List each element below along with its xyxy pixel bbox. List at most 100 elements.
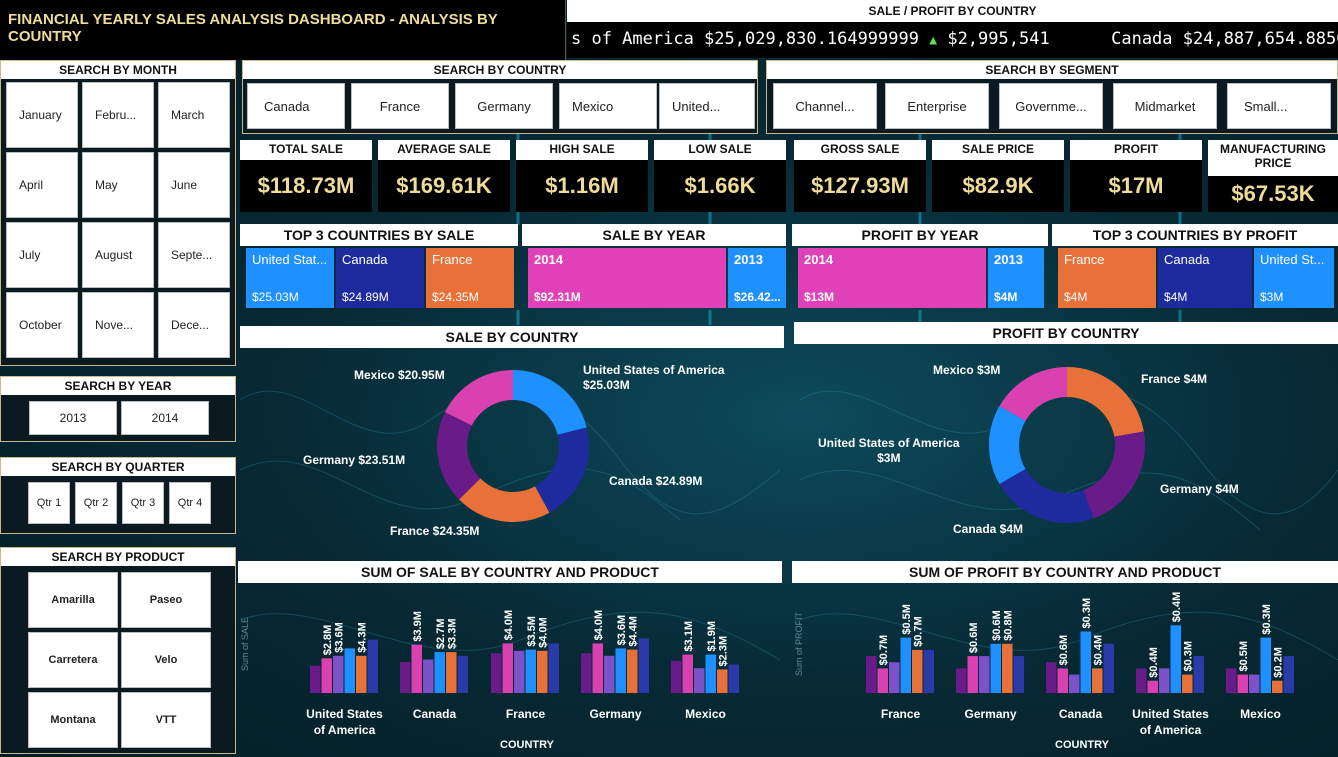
bar[interactable] (900, 637, 912, 693)
bar[interactable] (923, 649, 935, 693)
year-2014[interactable]: 2014 (121, 401, 209, 435)
month-april[interactable]: April (6, 152, 78, 218)
bar[interactable] (514, 650, 525, 693)
bar[interactable] (1013, 656, 1025, 693)
bar[interactable] (705, 654, 717, 693)
sale-year-tile-2013[interactable]: 2013 $26.42... (728, 248, 786, 308)
donut-slice-united-states-of-america[interactable] (513, 370, 587, 435)
bar[interactable] (912, 649, 923, 693)
bar[interactable] (1103, 643, 1115, 693)
donut-slice-france[interactable] (459, 478, 550, 522)
bar[interactable] (548, 643, 560, 693)
bar[interactable] (638, 638, 650, 693)
sale-year-tile-2014[interactable]: 2014 $92.31M (528, 248, 726, 308)
donut-slice-germany[interactable] (1083, 431, 1145, 519)
segment-enterprise[interactable]: Enterprise (885, 83, 989, 129)
bar[interactable] (627, 649, 638, 693)
donut-slice-canada[interactable] (535, 427, 589, 513)
bar[interactable] (1046, 662, 1057, 693)
bar[interactable] (400, 662, 411, 693)
segment-small[interactable]: Small... (1227, 83, 1331, 129)
product-paseo[interactable]: Paseo (121, 572, 211, 628)
country-germany[interactable]: Germany (455, 83, 553, 129)
bar[interactable] (717, 669, 728, 693)
country-mexico[interactable]: Mexico (559, 83, 657, 129)
month-march[interactable]: March (158, 82, 230, 148)
quarter-2[interactable]: Qtr 2 (75, 482, 117, 524)
month-august[interactable]: August (82, 222, 154, 288)
top3-profit-tile-canada[interactable]: Canada $4M (1158, 248, 1252, 308)
top3-sale-tile-france[interactable]: France $24.35M (426, 248, 514, 308)
top3-profit-tile-france[interactable]: France $4M (1058, 248, 1156, 308)
bar[interactable] (457, 655, 469, 693)
bar[interactable] (1226, 668, 1237, 693)
country-france[interactable]: France (351, 83, 449, 129)
bar[interactable] (1170, 625, 1182, 693)
product-velo[interactable]: Velo (121, 632, 211, 688)
bar[interactable] (694, 668, 705, 693)
bar[interactable] (502, 643, 514, 693)
month-october[interactable]: October (6, 292, 78, 358)
donut-slice-germany[interactable] (437, 412, 481, 500)
bar[interactable] (581, 653, 592, 693)
donut-slice-france[interactable] (1067, 367, 1144, 437)
bar[interactable] (321, 658, 333, 693)
bar[interactable] (1272, 680, 1283, 693)
bar[interactable] (1283, 656, 1295, 693)
year-2013[interactable]: 2013 (29, 401, 117, 435)
bar[interactable] (671, 660, 682, 693)
donut-slice-mexico[interactable] (444, 370, 513, 426)
bar[interactable] (367, 639, 379, 693)
bar[interactable] (491, 653, 502, 693)
bar[interactable] (604, 655, 615, 693)
product-vtt[interactable]: VTT (121, 692, 211, 748)
month-november[interactable]: Nove... (82, 292, 154, 358)
top3-sale-tile-usa[interactable]: United Stat... $25.03M (246, 248, 334, 308)
bar[interactable] (1182, 674, 1193, 693)
month-january[interactable]: January (6, 82, 78, 148)
top3-profit-tile-usa[interactable]: United St... $3M (1254, 248, 1334, 308)
month-may[interactable]: May (82, 152, 154, 218)
bar[interactable] (592, 643, 604, 693)
donut-slice-mexico[interactable] (999, 367, 1067, 421)
bar[interactable] (423, 659, 434, 693)
bar[interactable] (525, 649, 537, 693)
profit-year-tile-2013[interactable]: 2013 $4M (988, 248, 1044, 308)
bar[interactable] (434, 652, 446, 693)
top3-sale-tile-canada[interactable]: Canada $24.89M (336, 248, 424, 308)
bar[interactable] (446, 652, 457, 693)
segment-midmarket[interactable]: Midmarket (1113, 83, 1217, 129)
bar[interactable] (411, 644, 423, 693)
donut-slice-canada[interactable] (999, 469, 1094, 523)
bar[interactable] (1136, 668, 1147, 693)
bar[interactable] (1080, 631, 1092, 693)
bar[interactable] (1092, 668, 1103, 693)
bar[interactable] (333, 655, 344, 693)
bar[interactable] (967, 656, 979, 693)
segment-channel[interactable]: Channel... (773, 83, 877, 129)
month-december[interactable]: Dece... (158, 292, 230, 358)
month-september[interactable]: Septe... (158, 222, 230, 288)
country-united-states[interactable]: United... (659, 83, 755, 129)
bar[interactable] (1193, 656, 1205, 693)
bar[interactable] (1057, 668, 1069, 693)
quarter-3[interactable]: Qtr 3 (122, 482, 164, 524)
bar[interactable] (356, 655, 367, 693)
bar[interactable] (1237, 674, 1249, 693)
bar[interactable] (889, 662, 900, 693)
bar[interactable] (956, 668, 967, 693)
country-canada[interactable]: Canada (247, 83, 345, 129)
profit-year-tile-2014[interactable]: 2014 $13M (798, 248, 986, 308)
bar[interactable] (1159, 668, 1170, 693)
product-montana[interactable]: Montana (28, 692, 118, 748)
month-june[interactable]: June (158, 152, 230, 218)
bar[interactable] (728, 664, 740, 693)
bar[interactable] (990, 643, 1002, 693)
month-july[interactable]: July (6, 222, 78, 288)
bar[interactable] (615, 648, 627, 693)
bar[interactable] (682, 654, 694, 693)
bar[interactable] (877, 668, 889, 693)
bar[interactable] (310, 665, 321, 693)
month-february[interactable]: Febru... (82, 82, 154, 148)
bar[interactable] (1260, 637, 1272, 693)
